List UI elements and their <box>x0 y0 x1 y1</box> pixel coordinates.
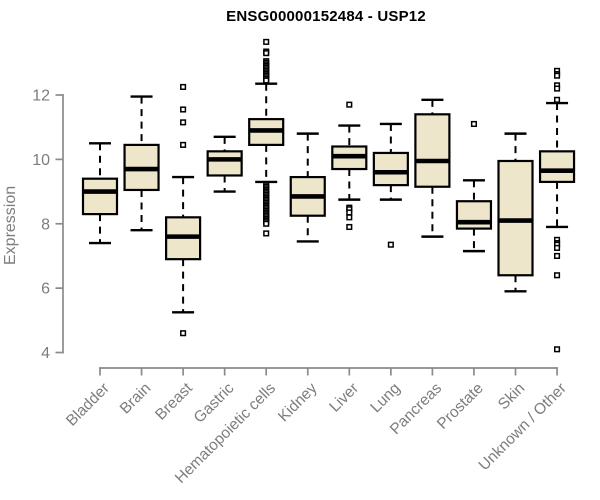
outlier-point <box>180 106 187 113</box>
outlier-point <box>263 50 270 57</box>
outlier-point <box>387 241 394 248</box>
outlier-point <box>180 330 187 337</box>
outlier-point <box>554 244 561 251</box>
iqr-box <box>455 200 493 230</box>
x-tick-label-prostate: Prostate <box>434 380 487 433</box>
outlier-point <box>263 220 270 227</box>
box-liver <box>331 101 368 231</box>
iqr-box <box>81 177 119 216</box>
outlier-point <box>263 230 270 237</box>
x-tick-label-lung: Lung <box>367 380 403 416</box>
outlier-point <box>554 96 561 103</box>
x-tick-label-bladder: Bladder <box>63 380 113 430</box>
outlier-point <box>263 38 270 45</box>
outlier-point <box>180 83 187 91</box>
box-gastric <box>206 135 243 193</box>
outlier-point <box>554 272 561 279</box>
iqr-box <box>538 150 576 184</box>
y-tick-label: 6 <box>41 281 50 298</box>
chart-title: ENSG00000152484 - USP12 <box>226 8 426 25</box>
x-tick-label-brain: Brain <box>117 380 155 418</box>
iqr-box <box>206 150 243 177</box>
box-hematopoietic-cells <box>248 38 285 237</box>
iqr-box <box>414 113 451 188</box>
iqr-box <box>372 151 409 187</box>
y-tick-label: 4 <box>41 345 50 362</box>
outlier-point <box>346 214 353 221</box>
box-skin <box>497 132 534 293</box>
x-tick-label-liver: Liver <box>326 380 362 416</box>
box-lung <box>372 122 409 248</box>
box-brain <box>123 95 160 232</box>
y-tick-label: 8 <box>41 216 50 233</box>
outlier-point <box>554 252 561 259</box>
outlier-point <box>554 346 561 353</box>
outlier-point <box>346 223 353 231</box>
outlier-point <box>554 72 561 79</box>
x-tick-label-kidney: Kidney <box>275 380 321 426</box>
box-prostate <box>455 120 493 253</box>
iqr-box <box>497 159 534 277</box>
box-kidney <box>289 132 326 243</box>
box-breast <box>165 83 202 337</box>
x-tick-label-skin: Skin <box>495 380 528 413</box>
outlier-point <box>346 101 353 108</box>
outlier-point <box>470 120 477 128</box>
box-pancreas <box>414 98 451 238</box>
box-bladder <box>81 142 119 245</box>
outlier-point <box>180 141 187 148</box>
outlier-point <box>346 209 353 216</box>
y-tick-label: 10 <box>32 152 50 169</box>
outlier-point <box>263 77 270 84</box>
outlier-point <box>180 119 187 126</box>
box-unknown-other <box>538 67 576 353</box>
y-tick-label: 12 <box>32 88 50 105</box>
outlier-point <box>554 85 561 92</box>
x-tick-label-breast: Breast <box>152 379 196 423</box>
